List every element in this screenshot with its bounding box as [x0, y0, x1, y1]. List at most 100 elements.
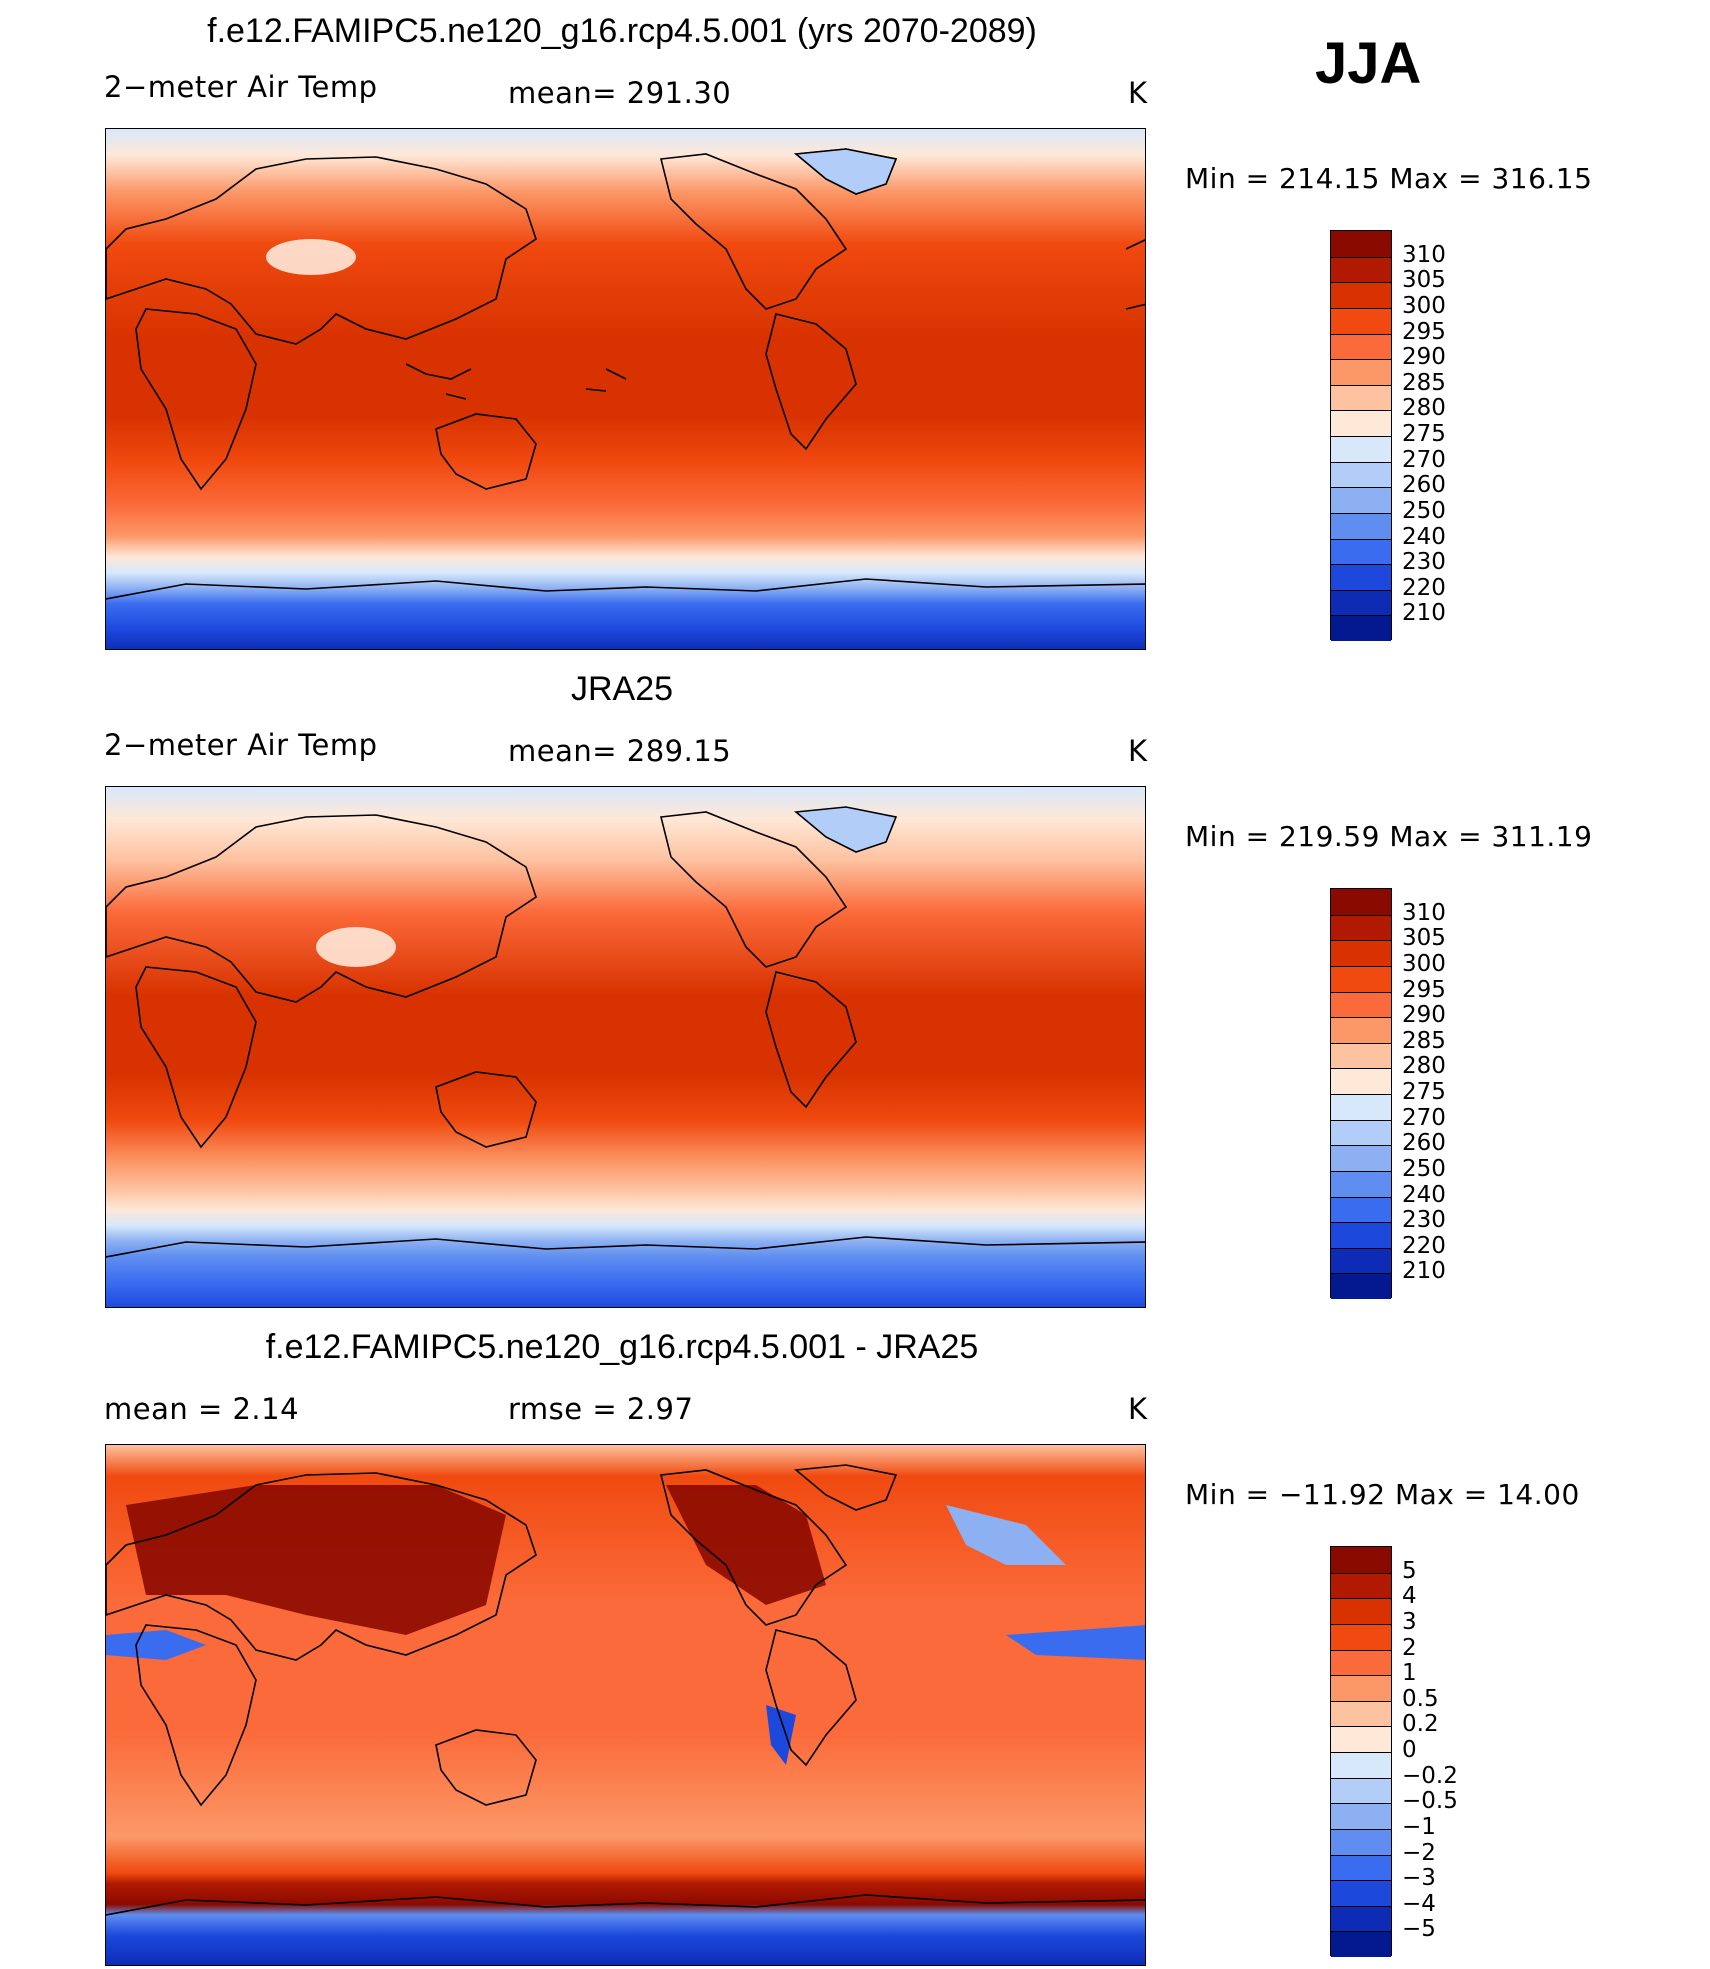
- panel-2-colorbar: [1330, 888, 1392, 1299]
- colorbar-swatch: [1331, 1726, 1391, 1752]
- season-label: JJA: [1315, 31, 1422, 96]
- colorbar-label: 0.2: [1402, 1711, 1439, 1738]
- colorbar-swatch: [1331, 487, 1391, 513]
- colorbar-label: 230: [1402, 1207, 1446, 1234]
- colorbar-swatch: [1331, 1247, 1391, 1274]
- colorbar-swatch: [1331, 512, 1391, 539]
- colorbar-label: 290: [1402, 344, 1446, 371]
- colorbar-label: 220: [1402, 1232, 1446, 1259]
- colorbar-label: 310: [1402, 899, 1446, 926]
- colorbar-label: 290: [1402, 1002, 1446, 1029]
- colorbar-swatch: [1331, 436, 1391, 462]
- colorbar-swatch: [1331, 1828, 1391, 1855]
- colorbar-label: −2: [1402, 1839, 1436, 1866]
- panel-1-units: K: [1128, 76, 1148, 110]
- colorbar-label: 1: [1402, 1660, 1417, 1687]
- colorbar-label: 275: [1402, 1079, 1446, 1105]
- colorbar-swatch: [1331, 231, 1391, 257]
- colorbar-label: 220: [1402, 574, 1446, 601]
- colorbar-swatch: [1331, 1700, 1391, 1727]
- colorbar-swatch: [1331, 1068, 1391, 1094]
- panel-1-map-canvas: [106, 129, 1145, 649]
- panel-1-variable-label: 2−meter Air Temp: [104, 70, 378, 104]
- colorbar-label: 305: [1402, 267, 1446, 294]
- panel-2-units: K: [1128, 734, 1148, 768]
- colorbar-swatch: [1331, 1623, 1391, 1650]
- colorbar-swatch: [1331, 1905, 1391, 1932]
- panel-3-map: [105, 1444, 1146, 1966]
- colorbar-label: 210: [1402, 600, 1446, 627]
- colorbar-label: 230: [1402, 549, 1446, 576]
- panel-3-title: f.e12.FAMIPC5.ne120_g16.rcp4.5.001 - JRA…: [265, 1328, 979, 1366]
- colorbar-swatch: [1331, 359, 1391, 385]
- colorbar-label: 310: [1402, 241, 1446, 268]
- colorbar-swatch: [1331, 282, 1391, 308]
- colorbar-label: 295: [1402, 318, 1446, 345]
- colorbar-swatch: [1331, 1777, 1391, 1804]
- colorbar-swatch: [1331, 1649, 1391, 1676]
- panel-1-title: f.e12.FAMIPC5.ne120_g16.rcp4.5.001 (yrs …: [207, 12, 1037, 50]
- colorbar-swatch: [1331, 307, 1391, 334]
- colorbar-label: −0.5: [1402, 1788, 1458, 1815]
- colorbar-label: −5: [1402, 1916, 1436, 1943]
- colorbar-label: 300: [1402, 950, 1446, 977]
- colorbar-swatch: [1331, 914, 1391, 941]
- colorbar-label: 270: [1402, 1104, 1446, 1131]
- colorbar-label: 260: [1402, 1130, 1446, 1157]
- colorbar-label: 300: [1402, 292, 1446, 319]
- colorbar-swatch: [1331, 1119, 1391, 1146]
- panel-2-variable-label: 2−meter Air Temp: [104, 728, 378, 762]
- colorbar-label: 240: [1402, 1181, 1446, 1208]
- colorbar-label: 5: [1402, 1557, 1417, 1584]
- panel-1-field: [106, 129, 1145, 649]
- colorbar-swatch: [1331, 1572, 1391, 1599]
- colorbar-swatch: [1331, 1017, 1391, 1043]
- colorbar-label: −3: [1402, 1865, 1436, 1892]
- colorbar-label: 305: [1402, 925, 1446, 952]
- colorbar-label: 240: [1402, 523, 1446, 550]
- panel-3-minmax: Min = −11.92 Max = 14.00: [1185, 1478, 1580, 1511]
- panel-3-units: K: [1128, 1392, 1148, 1426]
- colorbar-swatch: [1331, 384, 1391, 411]
- panel-3-map-canvas: [106, 1445, 1145, 1965]
- panel-3-coastlines: [106, 1464, 1145, 1916]
- colorbar-swatch: [1331, 461, 1391, 488]
- colorbar-swatch: [1331, 1854, 1391, 1881]
- colorbar-swatch: [1331, 256, 1391, 283]
- panel-1-colorbar: [1330, 230, 1392, 641]
- colorbar-swatch: [1331, 1675, 1391, 1701]
- colorbar-label: 295: [1402, 976, 1446, 1003]
- colorbar-swatch: [1331, 991, 1391, 1018]
- colorbar-label: −0.2: [1402, 1762, 1458, 1789]
- panel-3-colorbar: [1330, 1546, 1392, 1957]
- colorbar-swatch: [1331, 333, 1391, 360]
- colorbar-swatch: [1331, 1273, 1391, 1299]
- panel-3-mean-label: mean = 2.14: [104, 1392, 300, 1426]
- colorbar-swatch: [1331, 1196, 1391, 1223]
- colorbar-label: −4: [1402, 1890, 1436, 1917]
- colorbar-label: 210: [1402, 1258, 1446, 1285]
- colorbar-label: 260: [1402, 472, 1446, 499]
- colorbar-swatch: [1331, 1094, 1391, 1120]
- colorbar-swatch: [1331, 410, 1391, 436]
- colorbar-label: 250: [1402, 497, 1446, 524]
- colorbar-swatch: [1331, 1170, 1391, 1197]
- colorbar-swatch: [1331, 564, 1391, 590]
- colorbar-swatch: [1331, 940, 1391, 966]
- panel-3-rmse-label: rmse = 2.97: [508, 1392, 694, 1426]
- panel-1-mean-label: mean= 291.30: [508, 76, 732, 110]
- panel-1-map: [105, 128, 1146, 650]
- panel-1-coastlines: [106, 148, 1145, 600]
- panel-1-minmax: Min = 214.15 Max = 316.15: [1185, 162, 1593, 195]
- colorbar-swatch: [1331, 538, 1391, 565]
- colorbar-swatch: [1331, 589, 1391, 616]
- colorbar-label: 275: [1402, 421, 1446, 447]
- panel-2-map-canvas: [106, 787, 1145, 1307]
- colorbar-swatch: [1331, 1222, 1391, 1248]
- colorbar-label: 270: [1402, 446, 1446, 473]
- colorbar-label: −1: [1402, 1813, 1436, 1840]
- colorbar-label: 4: [1402, 1583, 1417, 1610]
- colorbar-label: 0.5: [1402, 1685, 1439, 1712]
- colorbar-label: 280: [1402, 395, 1446, 422]
- panel-2-map: [105, 786, 1146, 1308]
